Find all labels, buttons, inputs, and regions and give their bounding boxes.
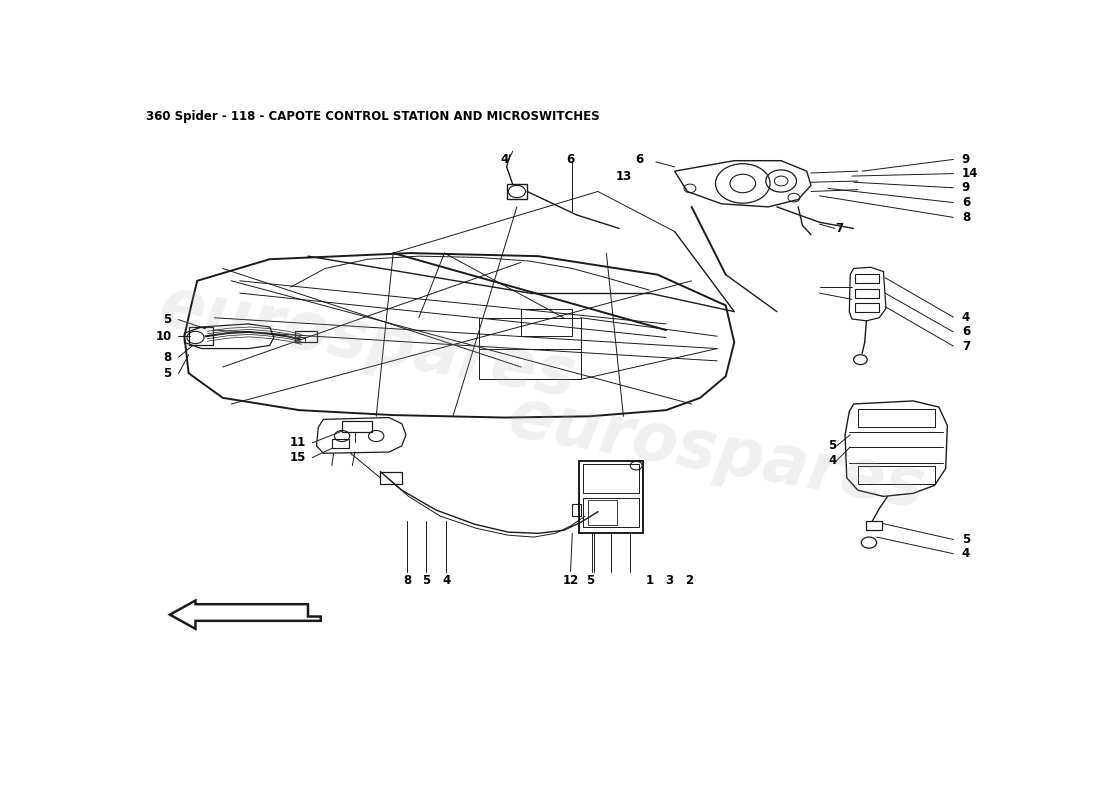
Bar: [572, 504, 581, 516]
Text: 5: 5: [163, 367, 172, 380]
Text: 10: 10: [155, 330, 172, 342]
Text: 6: 6: [961, 326, 970, 338]
Bar: [332, 439, 349, 448]
Text: 6: 6: [635, 153, 643, 166]
Text: 4: 4: [442, 574, 450, 587]
Text: 1: 1: [646, 574, 653, 587]
Bar: [858, 409, 935, 427]
Text: 11: 11: [290, 436, 306, 450]
Bar: [295, 337, 306, 342]
Text: eurospares: eurospares: [154, 274, 581, 411]
Text: 7: 7: [961, 339, 970, 353]
Text: 15: 15: [290, 451, 306, 464]
Text: 6: 6: [566, 153, 574, 166]
Bar: [583, 498, 639, 527]
Bar: [295, 331, 317, 342]
Text: 13: 13: [616, 170, 631, 183]
Bar: [342, 421, 372, 432]
Text: 14: 14: [961, 167, 978, 180]
Text: 8: 8: [403, 574, 411, 587]
Bar: [867, 521, 882, 530]
Text: 360 Spider - 118 - CAPOTE CONTROL STATION AND MICROSWITCHES: 360 Spider - 118 - CAPOTE CONTROL STATIO…: [146, 110, 600, 123]
Text: 5: 5: [163, 313, 172, 326]
Bar: [507, 184, 527, 199]
Bar: [189, 327, 212, 346]
Text: 6: 6: [961, 196, 970, 209]
Text: 7: 7: [835, 222, 843, 235]
Text: 3: 3: [666, 574, 673, 587]
Bar: [381, 472, 402, 484]
Text: eurospares: eurospares: [504, 384, 931, 522]
Bar: [856, 303, 879, 311]
Bar: [587, 500, 617, 525]
Text: 9: 9: [961, 182, 970, 194]
Text: 8: 8: [163, 350, 172, 364]
Text: 5: 5: [961, 533, 970, 546]
Bar: [583, 464, 639, 494]
Text: 4: 4: [499, 153, 508, 166]
Text: 4: 4: [828, 454, 836, 467]
Bar: [478, 318, 581, 379]
Text: 9: 9: [961, 153, 970, 166]
Text: 4: 4: [961, 310, 970, 324]
Bar: [856, 274, 879, 282]
Text: 5: 5: [828, 439, 836, 452]
Text: 5: 5: [422, 574, 430, 587]
Bar: [579, 461, 644, 534]
Text: 2: 2: [685, 574, 693, 587]
Text: 5: 5: [586, 574, 594, 587]
Bar: [856, 290, 879, 298]
Bar: [858, 466, 935, 484]
Text: 8: 8: [961, 211, 970, 224]
Bar: [521, 309, 572, 336]
Text: 4: 4: [961, 547, 970, 560]
Text: 12: 12: [562, 574, 579, 587]
